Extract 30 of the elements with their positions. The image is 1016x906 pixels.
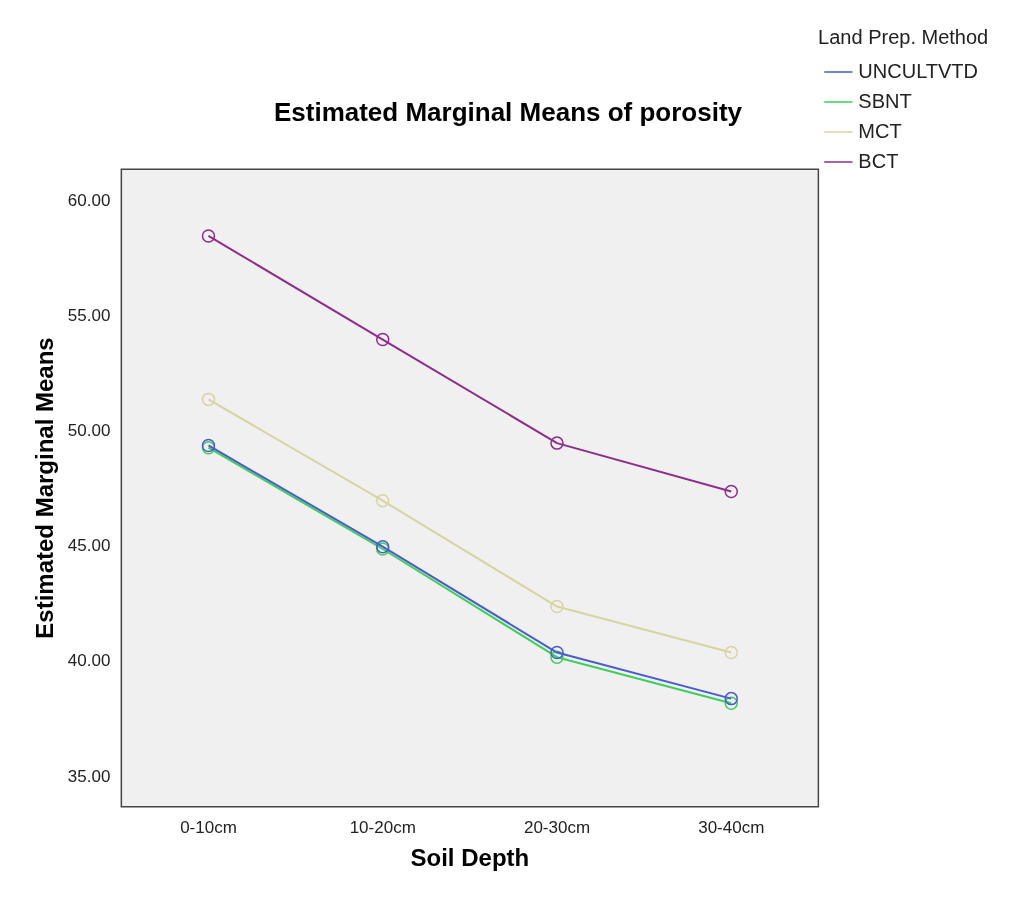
x-axis-title: Soil Depth: [410, 844, 530, 872]
legend-label: UNCULTVTD: [858, 59, 979, 82]
point: [201, 229, 216, 243]
y-tick-label: 55.00: [67, 306, 111, 326]
legend-label: BCT: [858, 149, 899, 172]
point: [724, 484, 738, 499]
x-tick-label: 20-30cm: [523, 817, 591, 837]
legend-label: MCT: [858, 119, 902, 142]
y-axis-title: Estimated Marginal Means: [31, 337, 59, 639]
y-tick-label: 50.00: [67, 421, 111, 441]
x-tick-label: 0-10cm: [180, 817, 237, 837]
point: [201, 392, 216, 407]
point: [375, 493, 390, 508]
point: [550, 645, 564, 660]
point: [375, 332, 390, 347]
chart-title: Estimated Marginal Means of porosity: [273, 96, 743, 127]
point: [550, 436, 564, 450]
y-tick-label: 60.00: [67, 191, 111, 211]
legend-title: Land Prep. Method: [818, 25, 989, 48]
x-tick-label: 30-40cm: [698, 817, 765, 837]
point: [724, 691, 738, 706]
y-tick-label: 35.00: [67, 766, 111, 786]
point: [550, 599, 564, 614]
legend-label: SBNT: [858, 89, 912, 112]
y-tick-label: 45.00: [67, 536, 111, 556]
point: [724, 696, 738, 710]
x-tick-label: 10-20cm: [349, 817, 416, 837]
point: [724, 645, 738, 660]
y-tick-label: 40.00: [67, 651, 111, 671]
point: [550, 650, 564, 664]
